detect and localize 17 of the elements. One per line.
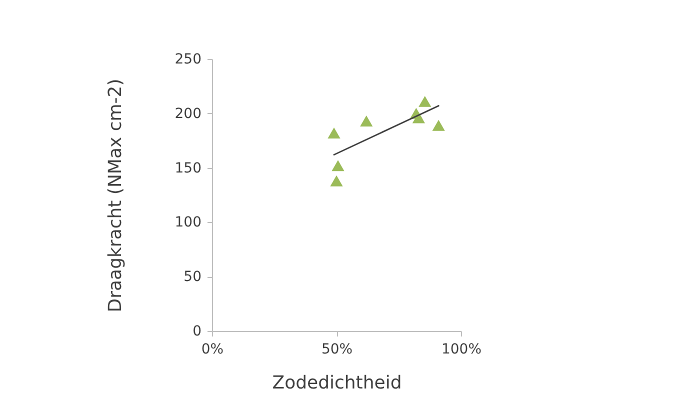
point — [418, 96, 432, 107]
x-axis-title: Zodedichtheid — [272, 372, 402, 394]
point — [432, 120, 445, 131]
point — [330, 175, 343, 186]
point — [332, 160, 344, 172]
y-tick-label: 150 — [174, 160, 202, 176]
x-tick-label: 100% — [441, 342, 482, 358]
x-tick-label: 50% — [321, 342, 353, 358]
y-tick-label: 50 — [184, 269, 202, 286]
y-tick-label: 200 — [174, 106, 202, 122]
x-tick-label: 0% — [201, 342, 224, 358]
y-tick-label: 0 — [192, 324, 202, 340]
y-tick-label: 250 — [174, 52, 202, 68]
point — [360, 116, 373, 126]
point — [328, 128, 340, 138]
y-tick-label: 100 — [174, 214, 202, 231]
y-axis-title: Draagkracht (NMax cm-2) — [104, 78, 126, 312]
